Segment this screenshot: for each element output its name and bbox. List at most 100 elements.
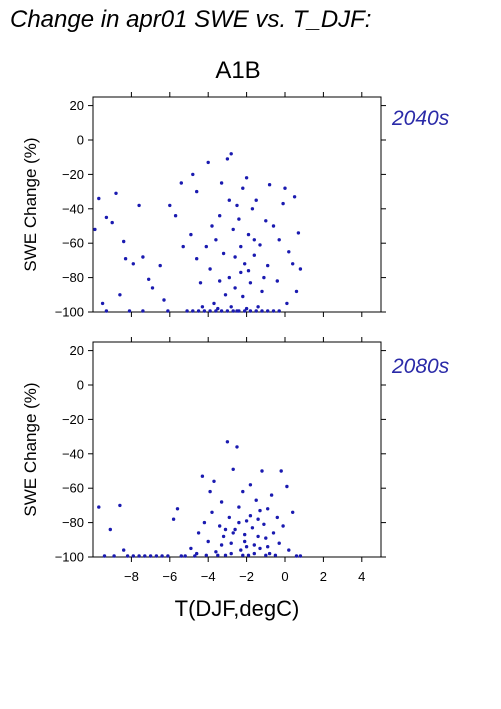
y-tick-label: 0 xyxy=(77,378,84,393)
data-point xyxy=(283,186,287,190)
data-point xyxy=(93,227,97,232)
data-point xyxy=(266,309,270,313)
data-point xyxy=(256,305,260,309)
period-label-2040s: 2040s xyxy=(392,107,450,130)
data-point xyxy=(266,545,270,549)
data-point xyxy=(189,546,193,551)
data-points xyxy=(93,152,303,313)
data-point xyxy=(229,541,233,545)
data-point xyxy=(273,553,278,557)
data-point xyxy=(195,189,199,194)
data-point xyxy=(160,554,164,558)
data-point xyxy=(118,293,122,297)
data-point xyxy=(254,309,258,313)
x-tick-label: −2 xyxy=(239,569,254,584)
data-point xyxy=(219,181,224,185)
data-point xyxy=(208,267,212,271)
data-point xyxy=(229,152,233,156)
data-point xyxy=(195,551,199,556)
data-point xyxy=(252,238,256,242)
data-point xyxy=(104,309,109,313)
data-point xyxy=(246,232,251,237)
data-point xyxy=(216,306,220,311)
data-point xyxy=(223,553,228,557)
data-point xyxy=(118,503,122,508)
data-point xyxy=(179,181,183,185)
data-point xyxy=(244,176,249,180)
data-point xyxy=(298,267,303,271)
y-tick-label: 0 xyxy=(77,133,84,148)
data-point xyxy=(258,546,262,551)
data-point xyxy=(214,238,218,242)
data-point xyxy=(208,489,212,494)
data-point xyxy=(292,195,297,199)
data-point xyxy=(291,510,295,514)
data-point xyxy=(196,531,201,535)
data-point xyxy=(108,527,113,532)
data-point xyxy=(216,553,220,557)
data-point xyxy=(229,551,233,556)
data-point xyxy=(122,239,126,244)
plot-frame xyxy=(92,341,382,558)
data-point xyxy=(148,554,153,558)
data-point xyxy=(200,305,205,309)
data-point xyxy=(225,157,230,161)
data-point xyxy=(147,277,151,281)
data-point xyxy=(137,554,141,558)
y-tick-label: −60 xyxy=(62,236,84,251)
data-point xyxy=(125,554,130,558)
data-point xyxy=(202,309,207,313)
data-point xyxy=(258,243,262,247)
data-point xyxy=(241,553,245,557)
data-point xyxy=(243,309,247,313)
data-point xyxy=(233,255,237,259)
data-point xyxy=(162,298,166,302)
x-tick-label: 4 xyxy=(358,569,365,584)
data-point xyxy=(219,309,224,313)
data-point xyxy=(221,534,226,539)
data-point xyxy=(252,253,256,257)
y-tick-label: −20 xyxy=(62,412,84,427)
data-point xyxy=(198,281,203,285)
x-tick-label: −8 xyxy=(124,569,139,584)
data-point xyxy=(185,309,189,313)
data-point xyxy=(231,467,235,471)
y-axis-label: SWE Change (%) xyxy=(21,137,40,271)
data-point xyxy=(250,207,255,211)
data-point xyxy=(231,309,235,313)
data-point xyxy=(218,279,222,283)
data-point xyxy=(173,214,178,218)
data-point xyxy=(291,262,295,266)
data-point xyxy=(141,309,145,313)
data-point xyxy=(237,520,241,525)
data-point xyxy=(254,498,258,502)
data-point xyxy=(244,306,249,311)
data-point xyxy=(250,526,255,530)
data-point xyxy=(241,489,245,494)
data-point xyxy=(260,289,264,294)
data-point xyxy=(243,262,247,266)
y-tick-label: 20 xyxy=(70,343,84,358)
data-point xyxy=(114,191,118,195)
data-point xyxy=(233,286,237,290)
data-point xyxy=(225,309,230,313)
data-point xyxy=(171,517,176,521)
data-point xyxy=(123,257,128,261)
data-point xyxy=(275,515,279,520)
data-point xyxy=(231,227,235,232)
data-point xyxy=(298,554,303,558)
data-point xyxy=(277,238,281,242)
data-point xyxy=(281,524,285,528)
data-point xyxy=(122,548,126,552)
data-point xyxy=(231,531,235,535)
y-tick-label: −60 xyxy=(62,481,84,496)
data-point xyxy=(264,553,268,557)
data-point xyxy=(102,554,107,558)
data-point xyxy=(179,554,183,558)
data-point xyxy=(254,198,258,202)
y-tick-label: −40 xyxy=(62,446,84,461)
data-point xyxy=(285,301,289,306)
data-point xyxy=(218,524,222,528)
data-point xyxy=(264,219,268,223)
data-point xyxy=(277,541,281,545)
